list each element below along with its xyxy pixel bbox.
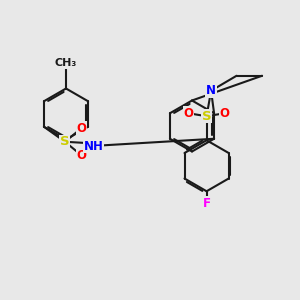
Text: NH: NH [83, 140, 103, 153]
Text: F: F [202, 197, 211, 210]
Text: O: O [76, 149, 86, 162]
Text: O: O [76, 122, 86, 135]
Text: N: N [206, 84, 216, 97]
Text: S: S [60, 135, 70, 148]
Text: O: O [220, 107, 230, 120]
Text: S: S [202, 110, 211, 123]
Text: CH₃: CH₃ [55, 58, 77, 68]
Text: O: O [184, 107, 194, 120]
